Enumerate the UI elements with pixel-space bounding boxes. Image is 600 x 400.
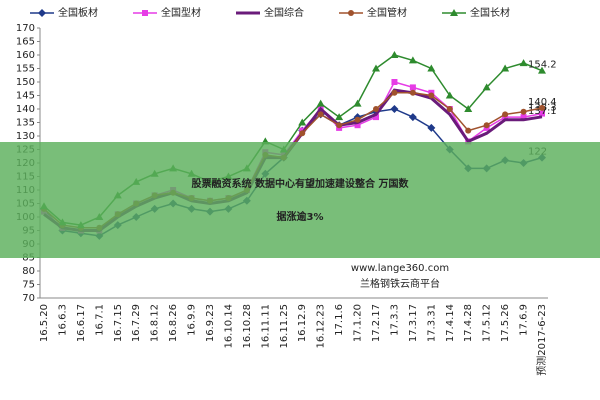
y-tick-label: 150 (16, 77, 35, 88)
point (483, 122, 490, 129)
x-tick-label: 16.5.20 (39, 304, 50, 342)
x-tick-label: 17.6.9 (519, 304, 530, 336)
point (520, 108, 527, 115)
x-tick-label: 16.10.28 (242, 304, 253, 349)
legend-marker (142, 10, 148, 16)
x-tick-label: 16.11.11 (260, 304, 271, 349)
x-tick-label: 16.9.23 (205, 304, 216, 342)
legend-label: 全国综合 (264, 6, 304, 19)
y-tick-label: 145 (16, 91, 35, 102)
x-tick-label: 17.4.28 (463, 304, 474, 342)
point (335, 113, 344, 121)
x-tick-label: 17.1.20 (353, 304, 364, 342)
x-tick-label: 17.5.12 (482, 304, 493, 342)
point (409, 84, 416, 91)
x-tick-label: 16.11.25 (279, 304, 290, 349)
point (373, 114, 379, 121)
y-tick-label: 140 (16, 104, 35, 115)
point (482, 83, 491, 91)
y-tick-label: 70 (22, 293, 35, 304)
x-tick-label: 16.7.1 (94, 304, 105, 336)
point (520, 114, 527, 121)
point (390, 51, 399, 58)
point (317, 111, 324, 118)
y-tick-label: 135 (16, 118, 35, 129)
point (445, 91, 454, 99)
banner-text: 股票融资系统 数据中心有望加速建设整合 万国数 (192, 177, 410, 190)
legend-label: 全国板材 (58, 6, 98, 19)
x-tick-label: 16.12.9 (297, 304, 308, 342)
point (464, 105, 473, 112)
x-tick-label: 17.4.14 (445, 304, 456, 342)
point (353, 99, 362, 107)
point (391, 79, 398, 85)
point (316, 99, 325, 107)
point (446, 106, 453, 112)
x-tick-label: 17.3.3 (389, 304, 400, 336)
point (427, 123, 436, 132)
point (408, 113, 417, 122)
x-tick-label: 16.8.26 (168, 304, 179, 342)
point (390, 105, 399, 113)
end-label: 154.2 (528, 60, 557, 71)
x-tick-label: 16.7.15 (113, 304, 124, 342)
y-tick-label: 130 (16, 131, 35, 142)
point (354, 122, 361, 129)
legend-label: 全国管材 (367, 6, 407, 19)
legend-marker (38, 9, 46, 17)
point (502, 111, 509, 118)
x-tick-label: 17.3.31 (426, 304, 437, 342)
x-tick-label: 17.1.6 (334, 304, 345, 336)
x-tick-label: 16.9.9 (187, 304, 198, 336)
y-tick-label: 170 (16, 23, 35, 34)
x-tick-label: 16.7.29 (131, 304, 142, 342)
point (298, 118, 307, 126)
legend-label: 全国型材 (161, 6, 201, 19)
y-tick-label: 75 (22, 280, 35, 291)
banner (0, 142, 600, 258)
point (539, 110, 545, 117)
end-label: 140.4 (528, 97, 557, 108)
point (372, 64, 380, 72)
point (427, 64, 436, 72)
point (373, 106, 379, 112)
point (354, 116, 361, 123)
watermark-url: www.lange360.com (351, 263, 449, 274)
point (391, 89, 398, 96)
watermark-name: 兰格钢铁云商平台 (360, 277, 440, 290)
legend-marker (450, 9, 458, 16)
y-tick-label: 155 (16, 64, 35, 75)
x-tick-label: 17.2.17 (371, 304, 382, 342)
x-tick-label: 16.6.3 (57, 304, 68, 336)
x-tick-label: 16.8.12 (150, 304, 161, 342)
legend-marker (348, 10, 354, 16)
x-tick-label: 16.6.17 (76, 304, 87, 342)
banner-text: 据涨逾3% (277, 210, 324, 223)
legend-label: 全国长材 (470, 6, 510, 19)
x-tick-label: 16.10.14 (223, 304, 234, 349)
point (538, 66, 546, 74)
point (336, 122, 343, 129)
x-tick-label: 16.12.23 (316, 304, 327, 349)
y-tick-label: 165 (16, 37, 35, 48)
y-tick-label: 160 (16, 50, 35, 61)
x-tick-label: 17.5.26 (500, 304, 511, 342)
x-tick-label: 17.3.17 (408, 304, 419, 342)
point (465, 127, 472, 134)
point (408, 56, 417, 64)
y-tick-label: 80 (22, 266, 35, 277)
point (501, 64, 510, 72)
point (299, 130, 306, 137)
point (539, 104, 545, 111)
x-tick-label: 预测2017-6-23 (535, 304, 548, 376)
point (428, 92, 435, 99)
point (519, 59, 528, 67)
end-label: 137.1 (528, 106, 557, 117)
point (409, 89, 416, 96)
